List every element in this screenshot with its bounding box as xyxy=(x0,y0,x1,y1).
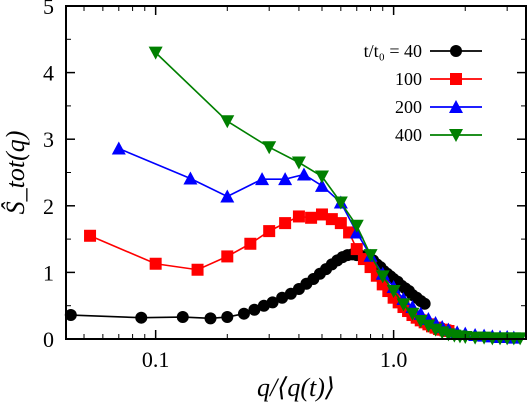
data-point-100 xyxy=(315,208,328,221)
y-tick-label: 0 xyxy=(43,327,54,352)
y-tick-label: 5 xyxy=(43,0,54,19)
axes-layer: 0 1 2 3 4 5 0.1 1.0 xyxy=(43,0,526,372)
data-point-100 xyxy=(305,211,318,224)
legend-item-200: 200 xyxy=(395,97,482,117)
legend-item-100: 100 xyxy=(395,69,482,89)
y-tick-label: 4 xyxy=(43,61,54,86)
series-layer xyxy=(64,46,528,346)
data-point-400 xyxy=(386,285,401,299)
data-point-400 xyxy=(262,141,277,155)
legend-label: 100 xyxy=(395,69,422,89)
data-point-400 xyxy=(363,249,378,263)
data-point-400 xyxy=(413,315,428,329)
data-point-200 xyxy=(220,189,235,203)
legend-item-40: t/t₀ = 40 xyxy=(364,41,482,61)
data-point-200 xyxy=(278,172,293,186)
y-axis-title: Ŝ_tot(q) xyxy=(1,131,30,215)
data-point-100 xyxy=(244,237,257,250)
data-point-40 xyxy=(266,296,279,309)
legend-marker xyxy=(450,73,462,85)
legend-label: 200 xyxy=(395,97,422,117)
legend-marker xyxy=(450,45,462,57)
data-point-40 xyxy=(237,307,250,320)
data-point-100 xyxy=(221,250,234,263)
data-point-100 xyxy=(292,210,305,223)
data-point-100 xyxy=(84,229,97,242)
data-point-200 xyxy=(183,171,198,185)
data-point-400 xyxy=(421,319,436,333)
data-point-400 xyxy=(375,270,390,284)
data-point-200 xyxy=(314,178,329,192)
data-point-40 xyxy=(64,309,77,322)
data-point-200 xyxy=(255,172,270,186)
data-point-100 xyxy=(334,217,347,230)
series-line-200 xyxy=(118,147,514,339)
x-tick-label: 1.0 xyxy=(380,347,408,372)
data-point-400 xyxy=(396,298,411,312)
data-point-100 xyxy=(149,257,162,270)
legend-marker xyxy=(449,100,463,113)
data-point-100 xyxy=(350,243,363,256)
y-tick-label: 3 xyxy=(43,127,54,152)
legend: t/t₀ = 40 100 200 400 xyxy=(364,41,482,145)
y-tick-label: 1 xyxy=(43,260,54,285)
legend-label: t/t₀ = 40 xyxy=(364,41,422,61)
data-point-400 xyxy=(291,156,306,170)
data-point-400 xyxy=(405,307,420,321)
series-400 xyxy=(148,46,528,346)
data-point-40 xyxy=(248,303,261,316)
x-tick-label: 0.1 xyxy=(142,347,170,372)
legend-marker xyxy=(449,129,463,142)
series-line-400 xyxy=(155,52,521,340)
data-point-40 xyxy=(176,311,189,324)
data-point-100 xyxy=(279,217,292,230)
data-point-200 xyxy=(296,167,311,181)
data-point-400 xyxy=(220,115,235,129)
legend-item-400: 400 xyxy=(395,125,482,145)
data-point-400 xyxy=(333,196,348,210)
data-point-100 xyxy=(263,225,276,238)
legend-label: 400 xyxy=(395,125,422,145)
data-point-40 xyxy=(418,297,431,310)
y-tick-label: 2 xyxy=(43,194,54,219)
data-point-200 xyxy=(111,141,126,155)
data-point-40 xyxy=(204,312,217,325)
data-point-400 xyxy=(349,219,364,233)
data-point-400 xyxy=(314,170,329,184)
x-axis-title: q/⟨q(t)⟩ xyxy=(257,373,335,402)
data-point-400 xyxy=(148,46,163,60)
data-point-40 xyxy=(135,311,148,324)
data-point-100 xyxy=(191,263,204,276)
data-point-40 xyxy=(221,311,234,324)
